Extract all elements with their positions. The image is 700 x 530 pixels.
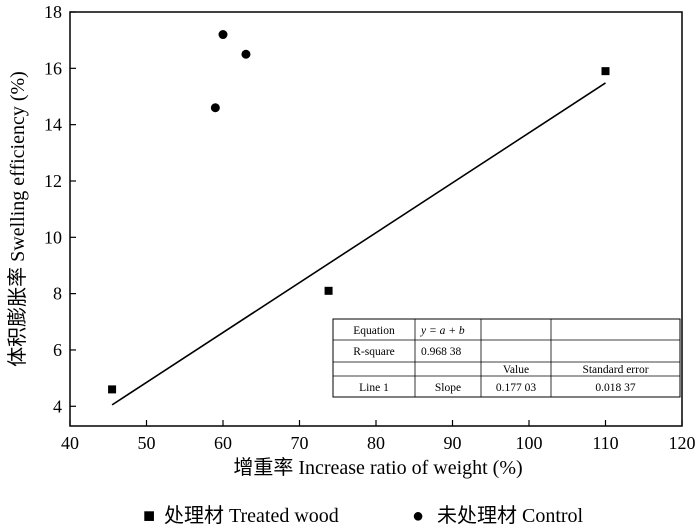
legend: ■ 处理材 Treated wood ● 未处理材 Control bbox=[143, 504, 584, 527]
y-axis: 4 6 8 10 12 14 16 18 bbox=[44, 2, 76, 416]
x-tick-label: 90 bbox=[444, 433, 462, 453]
stats-cell: 0.018 37 bbox=[595, 382, 636, 394]
y-tick-label: 16 bbox=[44, 58, 62, 78]
y-tick-label: 18 bbox=[44, 2, 62, 22]
x-tick-label: 80 bbox=[367, 433, 385, 453]
point-control bbox=[241, 49, 251, 59]
y-tick-label: 4 bbox=[53, 396, 62, 416]
y-tick-label: 8 bbox=[53, 284, 62, 304]
fit-line bbox=[111, 82, 606, 406]
point-treated bbox=[601, 67, 610, 76]
x-axis-title: 增重率 Increase ratio of weight (%) bbox=[233, 456, 522, 479]
stats-cell: Line 1 bbox=[359, 382, 389, 394]
x-tick-label: 120 bbox=[669, 433, 696, 453]
point-treated bbox=[324, 286, 333, 295]
point-treated bbox=[108, 385, 117, 394]
x-tick-label: 40 bbox=[61, 433, 79, 453]
x-tick-label: 60 bbox=[214, 433, 232, 453]
stats-cell: R-square bbox=[353, 346, 395, 358]
y-tick-label: 14 bbox=[44, 115, 62, 135]
x-axis: 40 50 60 70 80 90 100 110 120 bbox=[61, 420, 696, 453]
legend-symbol-treated: ■ bbox=[143, 505, 155, 527]
y-tick-label: 12 bbox=[44, 171, 62, 191]
y-axis-title: 体积膨胀率 Swelling efficiency (%) bbox=[6, 71, 29, 367]
stats-table: Equation y = a + b R-square 0.968 38 Value St… bbox=[332, 318, 681, 398]
x-tick-label: 110 bbox=[592, 433, 618, 453]
legend-symbol-control: ● bbox=[412, 505, 424, 527]
stats-cell: 0.177 03 bbox=[496, 382, 537, 394]
legend-label-treated: 处理材 Treated wood bbox=[164, 504, 339, 527]
stats-frame bbox=[332, 318, 681, 398]
stats-cell: Slope bbox=[435, 382, 461, 394]
point-control bbox=[210, 103, 220, 113]
stats-cell: y = a + b bbox=[420, 325, 465, 337]
point-control bbox=[218, 30, 228, 40]
legend-label-control: 未处理材 Control bbox=[437, 504, 584, 527]
x-tick-label: 100 bbox=[516, 433, 543, 453]
y-tick-label: 10 bbox=[44, 227, 62, 247]
stats-cell: Value bbox=[503, 364, 529, 376]
x-tick-label: 50 bbox=[138, 433, 156, 453]
x-tick-label: 70 bbox=[291, 433, 309, 453]
stats-cell: 0.968 38 bbox=[421, 346, 462, 358]
stats-cell: Standard error bbox=[582, 364, 648, 376]
y-tick-label: 6 bbox=[53, 340, 62, 360]
stats-cell: Equation bbox=[353, 325, 395, 337]
data-points bbox=[108, 30, 610, 394]
